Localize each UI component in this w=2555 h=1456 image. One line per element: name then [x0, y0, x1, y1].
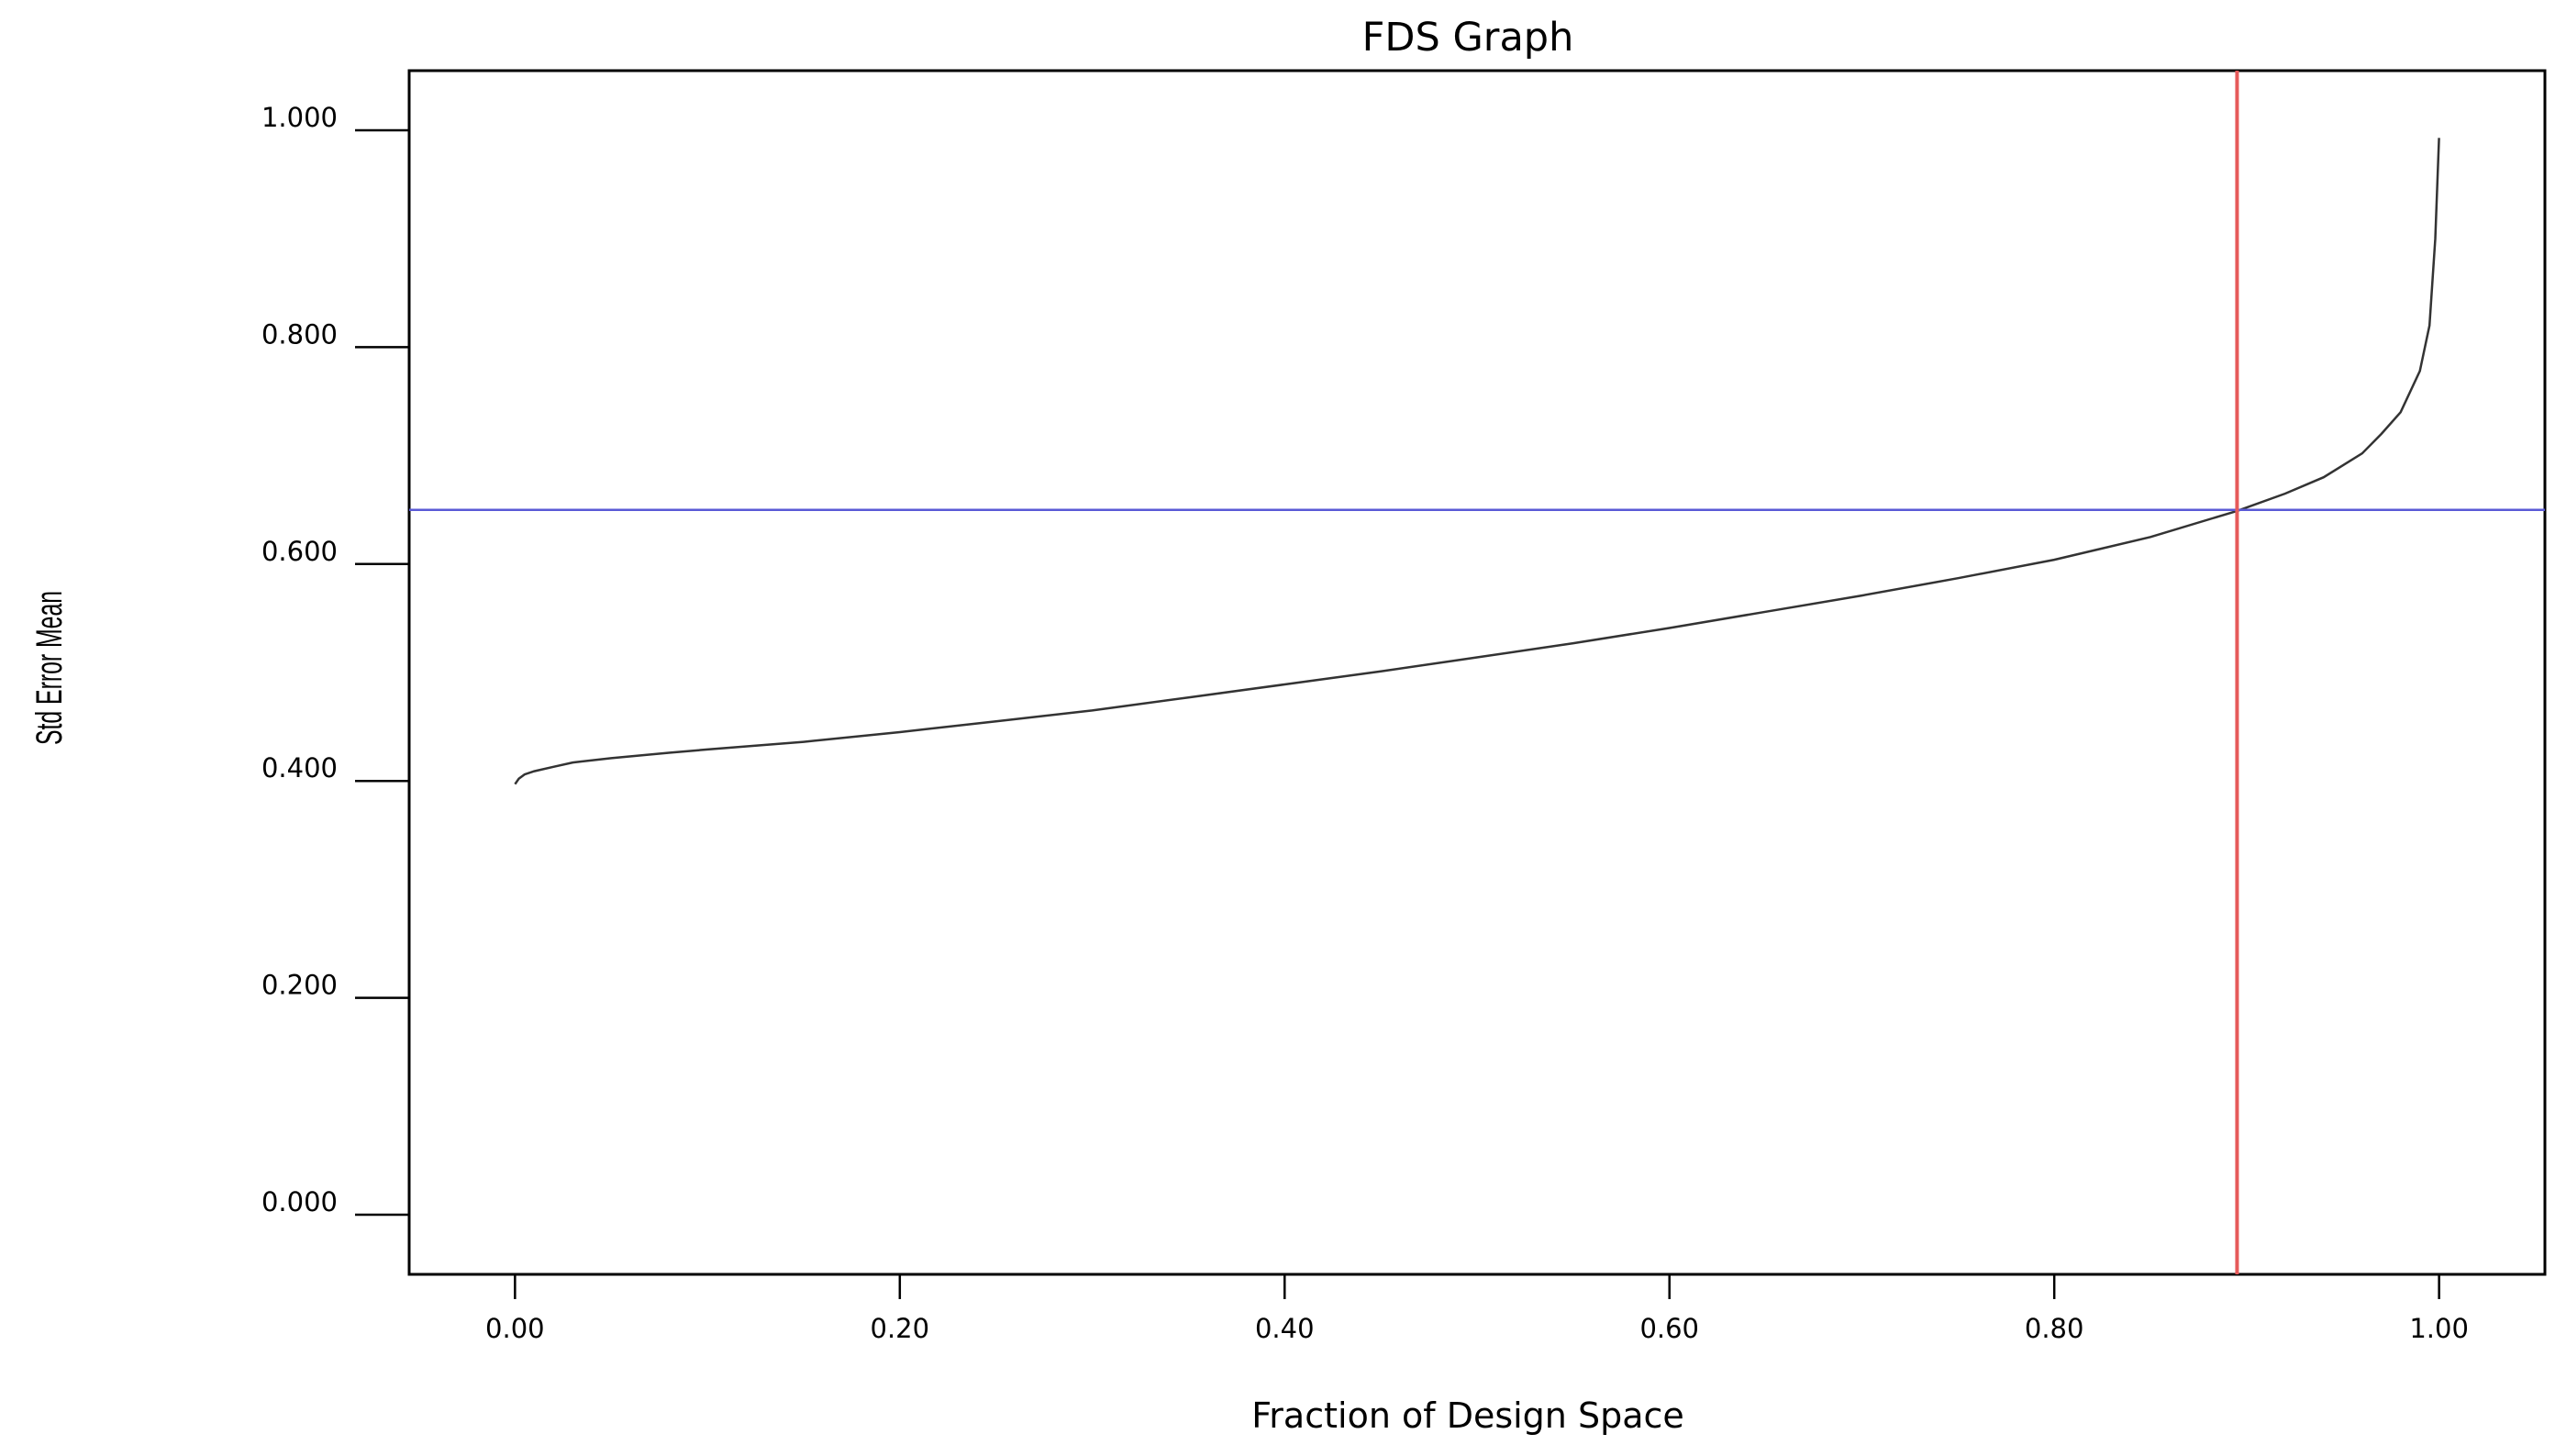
series-line [514, 138, 2440, 785]
y-axis: 0.000 0.200 0.400 0.600 0.800 1.000 [261, 102, 409, 1217]
chart-title: FDS Graph [1362, 15, 1574, 61]
x-tick-label: 0.60 [1639, 1313, 1699, 1344]
y-tick-label: 0.400 [261, 752, 338, 784]
x-tick-label: 0.00 [485, 1313, 545, 1344]
y-axis-label: Std Error Mean [29, 591, 70, 745]
y-tick-label: 1.000 [261, 102, 338, 133]
x-tick-label: 0.20 [871, 1313, 930, 1344]
y-tick-label: 0.200 [261, 970, 338, 1001]
y-tick-label: 0.800 [261, 318, 338, 350]
x-tick-label: 0.40 [1255, 1313, 1315, 1344]
y-tick-label: 0.000 [261, 1186, 338, 1217]
x-tick-label: 0.80 [2025, 1313, 2084, 1344]
x-axis: 0.00 0.20 0.40 0.60 0.80 1.00 [485, 1274, 2469, 1344]
plot-area-frame [407, 69, 2547, 1276]
x-tick-label: 1.00 [2409, 1313, 2469, 1344]
y-tick-label: 0.600 [261, 536, 338, 567]
x-axis-label: Fraction of Design Space [1251, 1395, 1684, 1436]
